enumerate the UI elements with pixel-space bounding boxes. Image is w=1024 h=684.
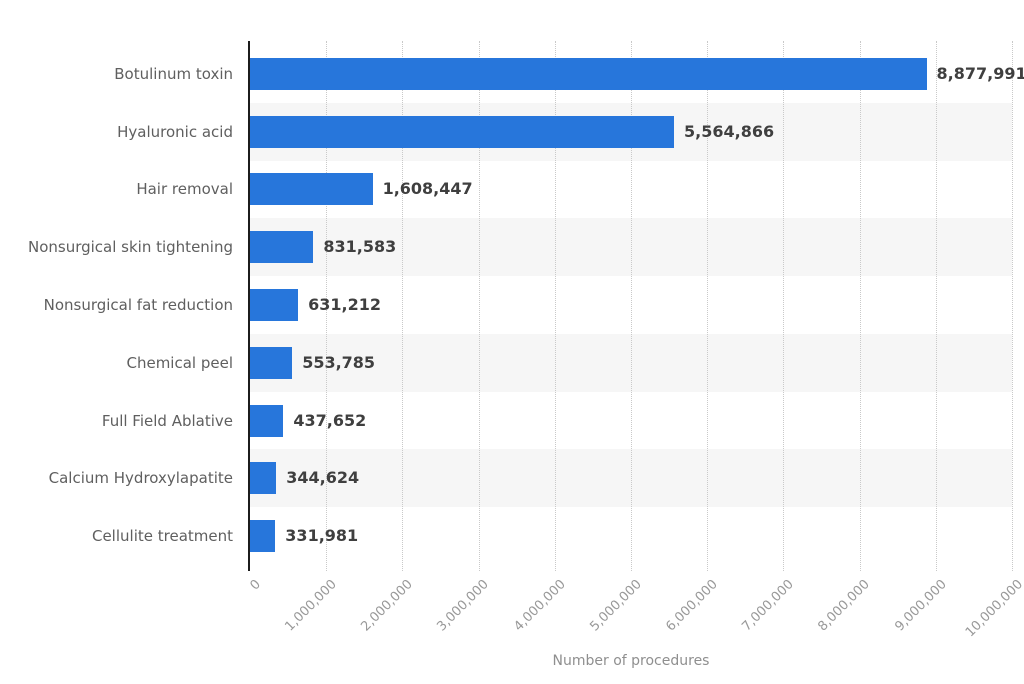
bar[interactable] [250,346,293,379]
x-tick-label-text: 4,000,000 [511,577,569,635]
plot-area: 8,877,991 5,564,866 1,608,447 831,583 631,21… [250,41,1024,571]
gridline [326,41,328,571]
y-axis-line [248,41,250,571]
gridline [554,41,556,571]
x-tick-label-text: 6,000,000 [663,577,721,635]
bar[interactable] [250,404,284,437]
value-label: 8,877,991 [936,63,1024,83]
category-label: Full Field Ablative [101,411,233,430]
gridline [707,41,709,571]
gridline [935,41,937,571]
value-label: 331,981 [285,526,359,546]
x-tick-label-text: 5,000,000 [587,577,645,635]
category-label: Botulinum toxin [114,64,233,83]
category-label: Hair removal [136,180,233,199]
gridline [478,41,480,571]
x-tick-label-text: 2,000,000 [358,577,416,635]
bar[interactable] [250,462,277,495]
value-label: 1,608,447 [382,179,473,199]
value-label: 5,564,866 [684,121,775,141]
bar[interactable] [250,173,373,206]
gridline [859,41,861,571]
x-tick-label-text: 10,000,000 [962,577,1024,641]
bar[interactable] [250,289,299,321]
x-tick-label-text: 8,000,000 [815,577,874,635]
value-label: 344,624 [286,468,360,488]
bar[interactable] [250,115,675,148]
category-label: Chemical peel [126,353,233,372]
value-label: 631,212 [308,295,381,314]
gridline [1012,41,1013,571]
category-label: Calcium Hydroxylapatite [48,469,233,488]
gridline [783,41,785,571]
value-label: 437,652 [293,410,367,430]
gridline [402,41,404,571]
gridline [631,41,632,571]
x-tick-label-text: 7,000,000 [739,577,797,635]
x-tick-label-text: 1,000,000 [282,577,340,635]
x-tick-label-text: 9,000,000 [892,577,950,635]
category-label: Nonsurgical skin tightening [27,238,233,257]
value-label: 831,583 [323,237,397,257]
x-tick-label-text: 3,000,000 [434,577,493,635]
bar[interactable] [250,231,314,264]
value-label: 553,785 [302,352,376,372]
x-tick-label-text: 0 [247,577,264,594]
category-label: Cellulite treatment [91,527,233,546]
x-axis-title: Number of procedures [552,653,710,669]
category-label: Hyaluronic acid [117,122,233,141]
bar[interactable] [250,520,276,553]
category-label: Nonsurgical fat reduction [43,295,233,314]
bar[interactable] [250,57,927,90]
